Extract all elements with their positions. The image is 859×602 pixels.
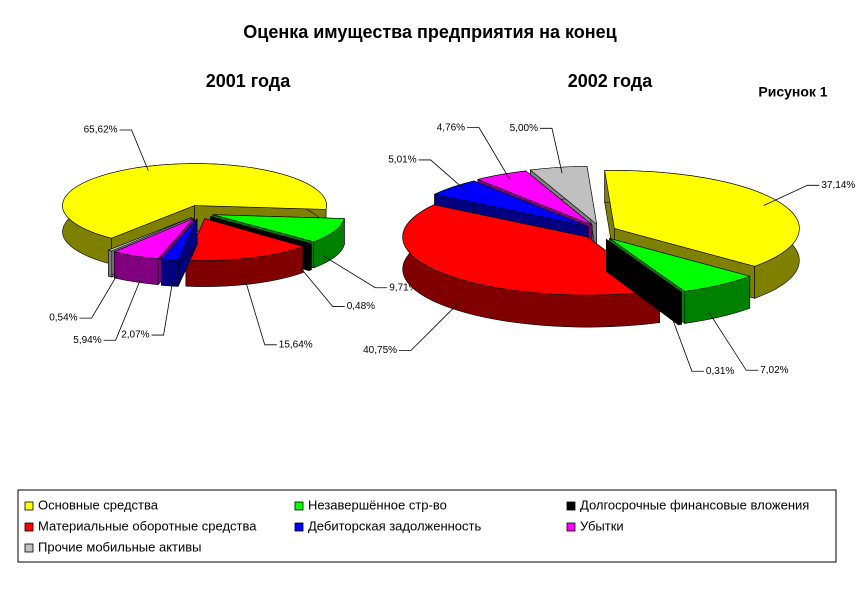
slice <box>476 170 593 226</box>
chart-title: Оценка имущества предприятия на конец <box>243 22 616 42</box>
slice <box>609 238 751 292</box>
data-label: 15,64% <box>279 339 313 350</box>
data-label: 65,62% <box>84 125 118 136</box>
data-label: 5,00% <box>510 123 538 134</box>
slice <box>212 214 345 243</box>
slice <box>402 204 661 296</box>
slice-side <box>161 258 179 287</box>
slice <box>604 170 800 267</box>
data-label: 5,94% <box>73 335 101 346</box>
slice-side <box>108 249 113 278</box>
leader-line <box>467 127 511 180</box>
legend-label: Основные средства <box>38 497 159 512</box>
slice <box>113 217 195 260</box>
data-label: 0,54% <box>49 313 77 324</box>
slice <box>210 216 313 245</box>
data-label: 37,14% <box>821 180 855 191</box>
slice <box>606 238 683 326</box>
leader-line <box>244 280 277 346</box>
legend-label: Незавершённое стр-во <box>308 497 447 512</box>
slice <box>160 218 198 287</box>
leader-line <box>418 159 467 192</box>
data-label: 0,31% <box>706 366 734 377</box>
leader-line <box>672 319 704 372</box>
legend-swatch <box>24 522 34 532</box>
data-label: 5,01% <box>388 155 416 166</box>
legend <box>17 489 837 563</box>
slice <box>107 217 192 252</box>
legend-swatch <box>24 501 34 511</box>
leader-line <box>103 277 142 341</box>
data-label: 7,02% <box>760 365 788 376</box>
leader-line <box>539 127 563 174</box>
slice <box>62 163 327 265</box>
leader-line <box>708 312 759 371</box>
leader-line <box>763 184 820 206</box>
leader-line <box>119 129 149 171</box>
slice-side <box>678 291 682 326</box>
legend-swatch <box>294 522 304 532</box>
leader-line <box>399 302 460 351</box>
legend-label: Дебиторская задолженность <box>308 518 481 533</box>
slice <box>185 218 304 287</box>
legend-label: Убытки <box>580 518 624 533</box>
data-label: 40,75% <box>363 345 397 356</box>
leader-line <box>151 281 173 336</box>
legend-swatch <box>24 543 34 553</box>
legend-swatch <box>294 501 304 511</box>
legend-swatch <box>566 522 576 532</box>
leader-line <box>322 254 388 289</box>
leader-line <box>299 267 345 307</box>
legend-swatch <box>566 501 576 511</box>
legend-label: Долгосрочные финансовые вложения <box>580 497 809 512</box>
legend-label: Материальные оборотные средства <box>38 518 257 533</box>
chart-subtitle: 2002 года <box>568 71 653 91</box>
annotation: Рисунок 1 <box>758 84 827 100</box>
leader-line <box>79 273 119 319</box>
slice <box>62 163 327 239</box>
data-label: 9,71% <box>389 282 417 293</box>
data-label: 2,07% <box>121 330 149 341</box>
slice <box>606 239 683 294</box>
slice <box>433 180 589 227</box>
slice <box>529 165 598 225</box>
chart-subtitle: 2001 года <box>206 71 291 91</box>
data-label: 0,48% <box>347 301 375 312</box>
slice <box>402 204 661 328</box>
slice <box>185 218 304 261</box>
slice <box>160 218 198 261</box>
data-label: 4,76% <box>437 122 465 133</box>
slice-side <box>308 243 312 272</box>
legend-label: Прочие мобильные активы <box>38 539 202 554</box>
